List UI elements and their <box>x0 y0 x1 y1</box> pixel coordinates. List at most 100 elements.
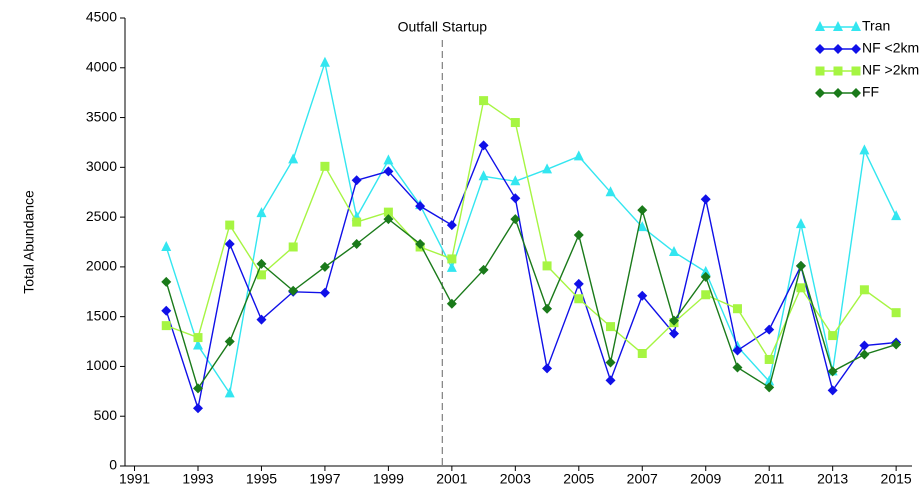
marker <box>606 322 616 332</box>
marker <box>668 328 679 339</box>
marker <box>510 175 521 186</box>
x-tick-label: 1997 <box>309 471 340 487</box>
legend-marker <box>851 88 861 98</box>
marker <box>383 154 394 165</box>
x-tick-label: 2005 <box>563 471 594 487</box>
marker <box>256 314 267 325</box>
marker <box>479 96 489 106</box>
marker <box>542 363 553 374</box>
marker <box>795 218 806 229</box>
y-tick-label: 3000 <box>86 158 117 174</box>
marker <box>828 331 838 341</box>
marker <box>510 118 520 128</box>
marker <box>637 205 648 216</box>
x-tick-label: 2001 <box>436 471 467 487</box>
marker <box>192 383 203 394</box>
legend-marker <box>833 44 843 54</box>
marker <box>701 290 711 300</box>
marker <box>192 339 203 350</box>
marker <box>732 304 742 314</box>
legend-marker <box>851 66 861 76</box>
marker <box>764 354 774 364</box>
legend-marker <box>833 21 843 31</box>
series-line <box>165 209 897 390</box>
marker <box>542 163 553 174</box>
marker <box>891 210 902 221</box>
marker <box>319 287 330 298</box>
legend-marker <box>815 44 825 54</box>
y-tick-label: 4000 <box>86 58 117 74</box>
marker <box>574 294 584 304</box>
y-tick-label: 1000 <box>86 357 117 373</box>
marker <box>446 298 457 309</box>
x-tick-label: 2009 <box>690 471 721 487</box>
marker <box>161 276 172 287</box>
marker <box>415 201 426 212</box>
marker <box>859 285 869 295</box>
marker <box>224 238 235 249</box>
marker <box>383 207 393 217</box>
marker <box>319 56 330 67</box>
annotation: Outfall Startup <box>398 19 488 35</box>
marker <box>256 207 267 218</box>
marker <box>256 270 266 280</box>
marker <box>415 238 426 249</box>
marker <box>700 265 711 276</box>
marker <box>573 230 584 241</box>
marker <box>891 308 901 318</box>
marker <box>161 240 172 251</box>
legend-marker <box>833 88 843 98</box>
marker <box>510 193 521 204</box>
marker <box>637 290 648 301</box>
legend-marker <box>833 66 843 76</box>
marker <box>859 349 870 360</box>
marker <box>795 260 806 271</box>
legend-label: NF <2km <box>862 40 919 56</box>
marker <box>700 271 711 282</box>
marker <box>796 283 806 293</box>
marker <box>225 220 235 230</box>
marker <box>859 144 870 155</box>
marker <box>446 220 457 231</box>
legend-marker <box>815 21 825 31</box>
x-tick-label: 2013 <box>817 471 848 487</box>
y-tick-label: 500 <box>94 407 118 423</box>
legend-label: Tran <box>862 18 890 34</box>
x-tick-label: 1995 <box>246 471 277 487</box>
marker <box>732 345 743 356</box>
marker <box>319 261 330 272</box>
marker <box>192 403 203 414</box>
marker <box>637 221 648 232</box>
marker <box>764 324 775 335</box>
marker <box>288 153 299 164</box>
y-tick-label: 2000 <box>86 258 117 274</box>
marker <box>859 340 870 351</box>
marker <box>542 261 552 271</box>
legend-label: NF >2km <box>862 62 919 78</box>
series-line <box>165 60 897 396</box>
marker <box>605 186 616 197</box>
y-tick-label: 0 <box>109 457 117 473</box>
marker <box>224 387 235 398</box>
marker <box>668 245 679 256</box>
series-line <box>165 143 897 409</box>
marker <box>478 264 489 275</box>
y-tick-label: 3500 <box>86 108 117 124</box>
marker <box>891 339 902 350</box>
marker <box>352 217 362 227</box>
marker <box>288 285 299 296</box>
marker <box>732 362 743 373</box>
marker <box>383 214 394 225</box>
marker <box>668 315 679 326</box>
y-tick-label: 4500 <box>86 9 117 25</box>
y-axis-label: Total Abundance <box>21 190 37 294</box>
marker <box>700 194 711 205</box>
x-tick-label: 2007 <box>627 471 658 487</box>
marker <box>224 336 235 347</box>
marker <box>478 170 489 181</box>
marker <box>827 385 838 396</box>
legend-marker <box>815 66 825 76</box>
marker <box>351 175 362 186</box>
legend-marker <box>815 88 825 98</box>
